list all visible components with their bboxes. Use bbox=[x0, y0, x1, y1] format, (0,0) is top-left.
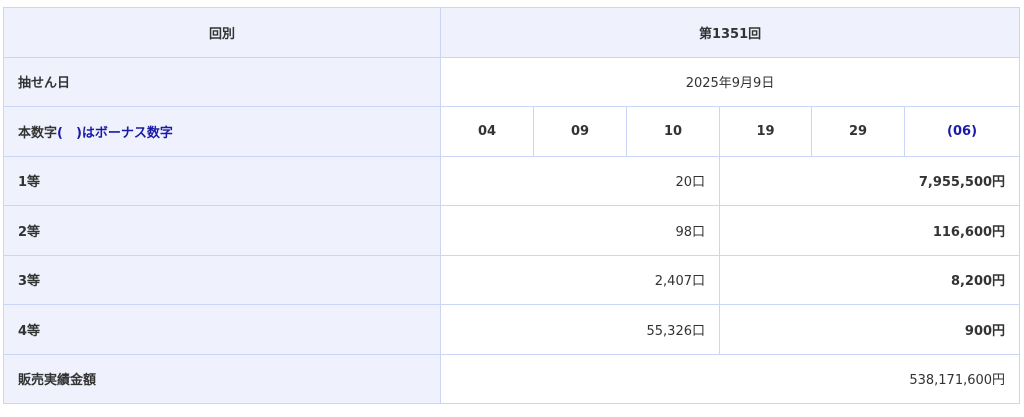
draw-date-value: 2025年9月9日 bbox=[439, 56, 1021, 107]
prize-row: 1等 20口 7,955,500円 bbox=[3, 155, 1021, 206]
prize-rank: 4等 bbox=[3, 304, 441, 355]
prize-row: 3等 2,407口 8,200円 bbox=[3, 254, 1021, 305]
draw-date-row: 抽せん日 2025年9月9日 bbox=[3, 56, 1021, 107]
main-number: 04 bbox=[440, 106, 534, 157]
prize-amount: 7,955,500円 bbox=[718, 155, 1021, 206]
winner-count: 55,326口 bbox=[440, 304, 720, 355]
winner-count: 98口 bbox=[440, 205, 720, 256]
sales-row: 販売実績金額 538,171,600円 bbox=[3, 353, 1021, 404]
winner-count: 2,407口 bbox=[440, 254, 720, 305]
round-label: 回別 bbox=[3, 7, 441, 58]
main-number: 19 bbox=[719, 106, 812, 157]
prize-rank: 1等 bbox=[3, 155, 441, 206]
sales-label: 販売実績金額 bbox=[3, 353, 441, 404]
prize-row: 2等 98口 116,600円 bbox=[3, 205, 1021, 256]
lottery-results-table: 回別 第1351回 抽せん日 2025年9月9日 本数字( )はボーナス数字 0… bbox=[3, 7, 1021, 404]
draw-date-label: 抽せん日 bbox=[3, 56, 441, 107]
numbers-row: 本数字( )はボーナス数字 04 09 10 19 29 (06) bbox=[3, 106, 1021, 157]
main-numbers-label: 本数字 bbox=[18, 125, 58, 141]
bonus-number: (06) bbox=[903, 106, 1021, 157]
prize-amount: 900円 bbox=[718, 304, 1021, 355]
prize-rank: 3等 bbox=[3, 254, 441, 305]
round-value: 第1351回 bbox=[439, 7, 1021, 58]
bonus-note-label: ( )はボーナス数字 bbox=[57, 125, 173, 141]
sales-value: 538,171,600円 bbox=[439, 353, 1021, 404]
main-number: 29 bbox=[811, 106, 905, 157]
prize-amount: 116,600円 bbox=[718, 205, 1021, 256]
main-number: 10 bbox=[626, 106, 720, 157]
winner-count: 20口 bbox=[440, 155, 720, 206]
main-number: 09 bbox=[533, 106, 627, 157]
prize-rank: 2等 bbox=[3, 205, 441, 256]
prize-row: 4等 55,326口 900円 bbox=[3, 304, 1021, 355]
numbers-label: 本数字( )はボーナス数字 bbox=[3, 106, 441, 157]
round-row: 回別 第1351回 bbox=[3, 7, 1021, 58]
prize-amount: 8,200円 bbox=[718, 254, 1021, 305]
